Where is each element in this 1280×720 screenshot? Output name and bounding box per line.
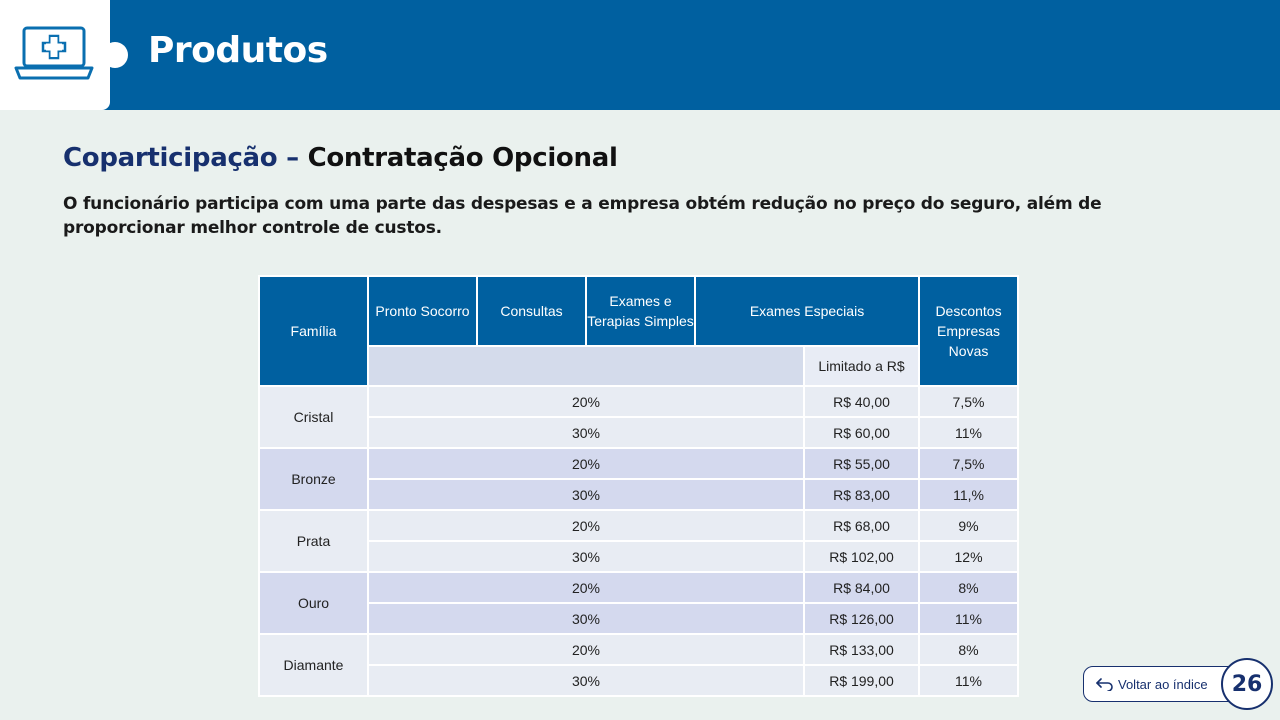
header-consultas: Consultas [476,275,587,347]
percent-cell: 20% [367,571,805,604]
percent-cell: 20% [367,447,805,480]
percent-cell: 30% [367,416,805,449]
percent-cell: 20% [367,633,805,666]
discount-cell: 8% [918,571,1020,604]
limit-cell: R$ 126,00 [802,602,921,635]
percent-cell: 30% [367,540,805,573]
percent-cell: 20% [367,385,805,418]
limit-cell: R$ 40,00 [802,385,921,418]
subheader-limitado: Limitado a R$ [802,345,921,387]
limit-cell: R$ 60,00 [802,416,921,449]
family-cell: Cristal [258,385,369,449]
discount-cell: 12% [918,540,1020,573]
family-cell: Ouro [258,571,369,635]
discount-cell: 11% [918,664,1020,697]
header-familia: Família [258,275,369,387]
discount-cell: 11,% [918,478,1020,511]
subheader-empty [367,345,805,387]
discount-cell: 8% [918,633,1020,666]
percent-cell: 20% [367,509,805,542]
page-title: Produtos [148,30,328,71]
family-cell: Diamante [258,633,369,697]
discount-cell: 11% [918,416,1020,449]
header-exames-especiais: Exames Especiais [693,275,921,347]
section-description: O funcionário participa com uma parte da… [63,194,1102,238]
limit-cell: R$ 84,00 [802,571,921,604]
discount-cell: 7,5% [918,447,1020,480]
discount-cell: 7,5% [918,385,1020,418]
family-cell: Prata [258,509,369,573]
section-title-rest: Contratação Opcional [307,143,618,173]
family-cell: Bronze [258,447,369,511]
header-pronto-socorro: Pronto Socorro [367,275,478,347]
limit-cell: R$ 83,00 [802,478,921,511]
limit-cell: R$ 68,00 [802,509,921,542]
return-arrow-icon [1096,678,1113,691]
limit-cell: R$ 102,00 [802,540,921,573]
header-descontos: Descontos Empresas Novas [918,275,1020,387]
discount-cell: 9% [918,509,1020,542]
back-to-index-button[interactable]: Voltar ao índice [1083,666,1243,702]
section-title-highlight: Coparticipação – [63,143,299,173]
limit-cell: R$ 55,00 [802,447,921,480]
page-number: 26 [1221,658,1273,710]
percent-cell: 30% [367,602,805,635]
header-icon-box [0,0,110,110]
coparticipation-table: Família Pronto Socorro Consultas Exames … [258,275,1020,697]
header-bar: Produtos [0,0,1280,110]
limit-cell: R$ 133,00 [802,633,921,666]
back-to-index-label: Voltar ao índice [1118,676,1208,692]
discount-cell: 11% [918,602,1020,635]
header-bullet-dot [102,42,128,68]
header-exames-simples: Exames e Terapias Simples [585,275,696,347]
section-title: Coparticipação – Contratação Opcional [63,143,618,173]
percent-cell: 30% [367,478,805,511]
laptop-medical-cross-icon [14,26,94,80]
limit-cell: R$ 199,00 [802,664,921,697]
percent-cell: 30% [367,664,805,697]
